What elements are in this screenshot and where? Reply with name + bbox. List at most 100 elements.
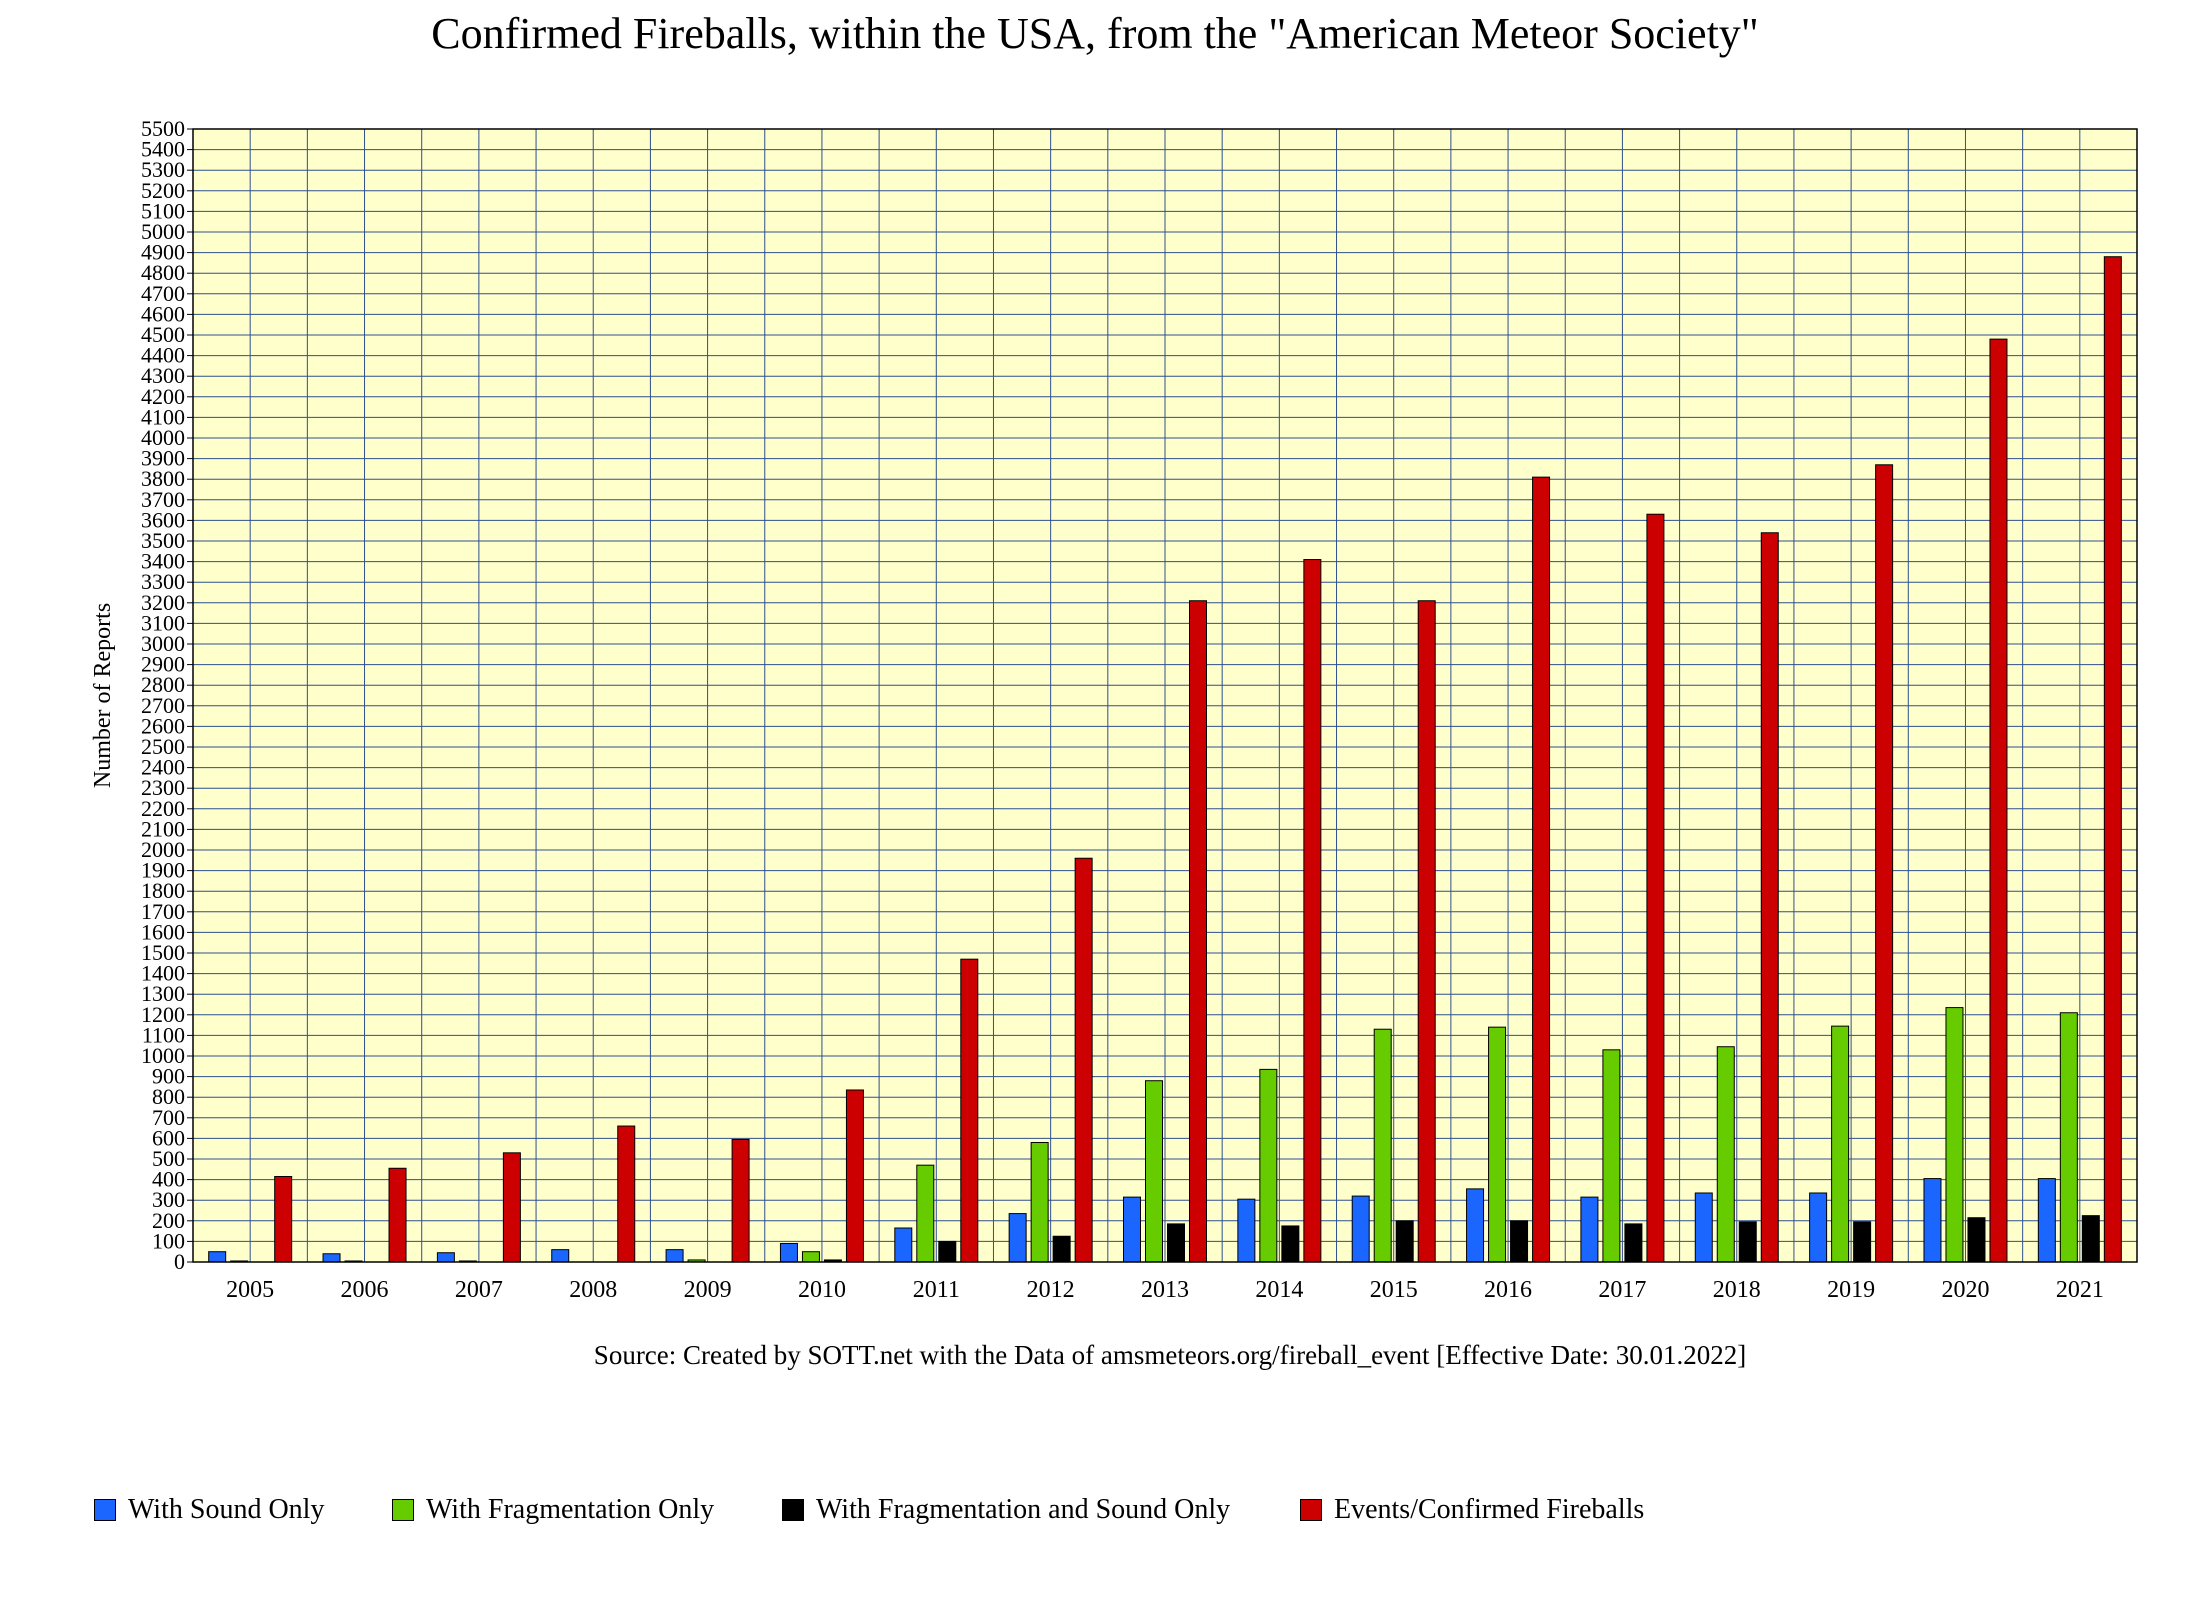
- y-tick-label: 5100: [141, 198, 185, 223]
- y-tick-label: 3800: [141, 466, 185, 491]
- bar: [1074, 857, 1093, 1263]
- y-tick-label: 1600: [141, 919, 185, 944]
- legend-swatch-frag-sound: [782, 1499, 804, 1521]
- x-tick-label: 2016: [1484, 1277, 1532, 1303]
- bar: [1532, 476, 1551, 1263]
- x-tick-label: 2009: [684, 1277, 732, 1303]
- y-tick-label: 1100: [142, 1022, 185, 1047]
- bar: [551, 1249, 570, 1263]
- y-tick-label: 4500: [141, 322, 185, 347]
- bar: [1281, 1225, 1300, 1263]
- bar: [1510, 1220, 1529, 1263]
- y-tick-label: 4000: [141, 425, 185, 450]
- y-tick-label: 2300: [141, 775, 185, 800]
- y-tick-label: 500: [152, 1146, 185, 1171]
- bar: [1875, 464, 1894, 1263]
- x-tick-label: 2006: [341, 1277, 389, 1303]
- bar: [1259, 1068, 1278, 1263]
- bar: [274, 1176, 293, 1263]
- legend-label-fragmentation: With Fragmentation Only: [426, 1494, 715, 1525]
- bar: [1488, 1026, 1507, 1263]
- x-tick-label: 2017: [1598, 1277, 1646, 1303]
- bar: [436, 1252, 455, 1263]
- y-tick-label: 4100: [141, 404, 185, 429]
- bar: [1923, 1178, 1942, 1263]
- bar: [845, 1089, 864, 1263]
- y-tick-label: 3600: [141, 507, 185, 532]
- bar: [1738, 1221, 1757, 1263]
- bar: [2103, 256, 2122, 1263]
- bar-chart: 0100200300400500600700800900100011001200…: [90, 116, 2138, 1303]
- y-tick-label: 2700: [141, 693, 185, 718]
- y-tick-label: 800: [152, 1084, 185, 1109]
- bar: [617, 1125, 636, 1263]
- x-tick-label: 2007: [455, 1277, 503, 1303]
- y-tick-label: 0: [174, 1249, 185, 1274]
- y-tick-label: 2200: [141, 796, 185, 821]
- y-tick-label: 3000: [141, 631, 185, 656]
- y-tick-label: 1900: [141, 858, 185, 883]
- y-tick-label: 2400: [141, 755, 185, 780]
- bar: [665, 1249, 684, 1263]
- x-tick-label: 2012: [1027, 1277, 1075, 1303]
- y-tick-label: 4600: [141, 301, 185, 326]
- legend-swatch-events: [1300, 1499, 1322, 1521]
- y-tick-label: 2500: [141, 734, 185, 759]
- y-tick-label: 3200: [141, 590, 185, 615]
- y-tick-label: 5500: [141, 116, 185, 141]
- legend-swatch-sound: [94, 1499, 116, 1521]
- bar: [2059, 1012, 2078, 1263]
- y-tick-label: 3400: [141, 549, 185, 574]
- y-tick-label: 3100: [141, 610, 185, 635]
- y-tick-label: 4800: [141, 260, 185, 285]
- chart-title: Confirmed Fireballs, within the USA, fro…: [431, 9, 1759, 58]
- bar: [1967, 1217, 1986, 1263]
- bar: [1303, 559, 1322, 1263]
- bar: [1466, 1188, 1485, 1263]
- bar: [1580, 1196, 1599, 1263]
- bar: [1602, 1049, 1621, 1263]
- bar: [916, 1164, 935, 1263]
- y-tick-label: 5400: [141, 137, 185, 162]
- y-tick-label: 700: [152, 1105, 185, 1130]
- legend-label-events: Events/Confirmed Fireballs: [1334, 1494, 1645, 1525]
- y-tick-label: 600: [152, 1125, 185, 1150]
- bar: [960, 958, 979, 1263]
- y-tick-label: 1400: [141, 961, 185, 986]
- legend-item-fragmentation: With Fragmentation Only: [392, 1494, 714, 1526]
- plot-frame: [192, 128, 2138, 1263]
- legend-item-frag-sound: With Fragmentation and Sound Only: [782, 1494, 1230, 1526]
- x-tick-label: 2013: [1141, 1277, 1189, 1303]
- bar: [2037, 1178, 2056, 1263]
- y-tick-label: 5000: [141, 219, 185, 244]
- x-tick-label: 2018: [1713, 1277, 1761, 1303]
- legend-swatch-fragmentation: [392, 1499, 414, 1521]
- x-tick-label: 2008: [569, 1277, 617, 1303]
- y-tick-label: 100: [152, 1228, 185, 1253]
- bar: [894, 1227, 913, 1263]
- y-tick-label: 3500: [141, 528, 185, 553]
- y-tick-label: 2900: [141, 652, 185, 677]
- bar: [1694, 1192, 1713, 1263]
- y-tick-label: 2600: [141, 713, 185, 738]
- bar: [1052, 1235, 1071, 1263]
- bar: [1853, 1221, 1872, 1263]
- bar: [1716, 1046, 1735, 1263]
- bar: [322, 1253, 341, 1263]
- legend: With Sound Only With Fragmentation Only …: [0, 1494, 2190, 1534]
- x-tick-label: 2021: [2056, 1277, 2104, 1303]
- y-tick-label: 2100: [141, 816, 185, 841]
- y-tick-label: 1000: [141, 1043, 185, 1068]
- bar: [1989, 338, 2008, 1263]
- bar: [1417, 600, 1436, 1263]
- bar: [502, 1152, 521, 1263]
- y-tick-label: 5300: [141, 157, 185, 182]
- bar: [1809, 1192, 1828, 1263]
- x-tick-label: 2010: [798, 1277, 846, 1303]
- x-tick-label: 2020: [1941, 1277, 1989, 1303]
- bar: [1145, 1080, 1163, 1263]
- y-tick-label: 400: [152, 1167, 185, 1192]
- bar: [1123, 1196, 1141, 1263]
- bar: [1030, 1142, 1049, 1263]
- bar: [1831, 1025, 1850, 1263]
